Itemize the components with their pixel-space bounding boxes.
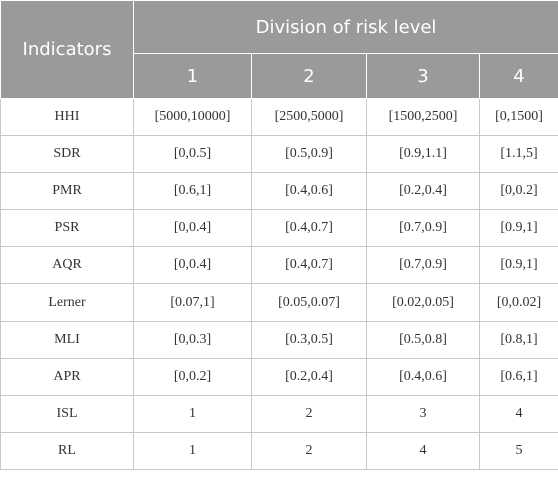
level-header-3: 3 bbox=[366, 53, 480, 99]
level-cell: 3 bbox=[366, 394, 480, 433]
table-row: AQR [0,0.4] [0.4,0.7] [0.7,0.9] [0.9,1] bbox=[0, 246, 558, 285]
level-cell: [0,0.3] bbox=[133, 320, 252, 359]
level-cell: [0,0.02] bbox=[478, 283, 558, 322]
level-cell: 5 bbox=[478, 431, 558, 470]
indicator-name: APR bbox=[0, 357, 134, 396]
level-cell: [0.4,0.7] bbox=[251, 246, 367, 285]
table-row: APR [0,0.2] [0.2,0.4] [0.4,0.6] [0.6,1] bbox=[0, 357, 558, 396]
indicator-name: SDR bbox=[0, 135, 134, 174]
table-row: PSR [0,0.4] [0.4,0.7] [0.7,0.9] [0.9,1] bbox=[0, 209, 558, 248]
indicator-name: MLI bbox=[0, 320, 134, 359]
indicator-name: ISL bbox=[0, 394, 134, 433]
level-cell: [0.7,0.9] bbox=[366, 246, 480, 285]
level-cell: 4 bbox=[366, 431, 480, 470]
level-cell: 1 bbox=[133, 431, 252, 470]
table-row: MLI [0,0.3] [0.3,0.5] [0.5,0.8] [0.8,1] bbox=[0, 320, 558, 359]
level-cell: [0.4,0.7] bbox=[251, 209, 367, 248]
level-cell: [2500,5000] bbox=[251, 97, 367, 137]
level-cell: [5000,10000] bbox=[133, 97, 252, 137]
level-cell: [0,0.2] bbox=[133, 357, 252, 396]
level-cell: [0.9,1] bbox=[478, 209, 558, 248]
level-header-4: 4 bbox=[478, 53, 558, 99]
level-cell: 2 bbox=[251, 431, 367, 470]
level-cell: [0.2,0.4] bbox=[251, 357, 367, 396]
level-cell: [0.6,1] bbox=[133, 172, 252, 211]
level-cell: [0.3,0.5] bbox=[251, 320, 367, 359]
level-cell: 4 bbox=[478, 394, 558, 433]
level-cell: [0.5,0.9] bbox=[251, 135, 367, 174]
table-header: Indicators Division of risk level 1 2 3 … bbox=[0, 0, 558, 99]
level-header-1: 1 bbox=[133, 53, 252, 99]
level-cell: [0.8,1] bbox=[478, 320, 558, 359]
level-cell: [0.4,0.6] bbox=[251, 172, 367, 211]
level-cell: [0.9,1] bbox=[478, 246, 558, 285]
level-cell: [0,0.4] bbox=[133, 246, 252, 285]
level-cell: [0,0.2] bbox=[478, 172, 558, 211]
division-header: Division of risk level bbox=[132, 0, 558, 54]
table-row: Lerner [0.07,1] [0.05,0.07] [0.02,0.05] … bbox=[0, 283, 558, 322]
level-cell: [0.6,1] bbox=[478, 357, 558, 396]
level-cell: [0.7,0.9] bbox=[366, 209, 480, 248]
level-cell: [0,1500] bbox=[478, 97, 558, 137]
risk-level-table: Indicators Division of risk level 1 2 3 … bbox=[0, 0, 558, 470]
table-row: ISL 1 2 3 4 bbox=[0, 394, 558, 433]
level-cell: [0.4,0.6] bbox=[366, 357, 480, 396]
level-cell: [1500,2500] bbox=[366, 97, 480, 137]
level-cell: 1 bbox=[133, 394, 252, 433]
indicator-name: AQR bbox=[0, 246, 134, 285]
level-cell: [1.1,5] bbox=[478, 135, 558, 174]
level-cell: [0.05,0.07] bbox=[251, 283, 367, 322]
indicator-name: RL bbox=[0, 431, 134, 470]
indicator-name: PSR bbox=[0, 209, 134, 248]
level-cell: 2 bbox=[251, 394, 367, 433]
indicator-name: PMR bbox=[0, 172, 134, 211]
level-cell: [0.2,0.4] bbox=[366, 172, 480, 211]
level-cell: [0.02,0.05] bbox=[366, 283, 480, 322]
table-body: HHI [5000,10000] [2500,5000] [1500,2500]… bbox=[0, 97, 558, 470]
level-header-2: 2 bbox=[251, 53, 367, 99]
level-cell: [0.07,1] bbox=[133, 283, 252, 322]
indicator-name: Lerner bbox=[0, 283, 134, 322]
table-row: PMR [0.6,1] [0.4,0.6] [0.2,0.4] [0,0.2] bbox=[0, 172, 558, 211]
header-row-levels: 1 2 3 4 bbox=[1, 53, 558, 99]
level-cell: [0,0.4] bbox=[133, 209, 252, 248]
table-row: RL 1 2 4 5 bbox=[0, 431, 558, 470]
table-row: SDR [0,0.5] [0.5,0.9] [0.9,1.1] [1.1,5] bbox=[0, 135, 558, 174]
level-cell: [0.9,1.1] bbox=[366, 135, 480, 174]
header-row-main: Indicators Division of risk level bbox=[0, 0, 558, 99]
indicator-name: HHI bbox=[0, 97, 134, 137]
level-cell: [0,0.5] bbox=[133, 135, 252, 174]
level-cell: [0.5,0.8] bbox=[366, 320, 480, 359]
indicators-header: Indicators bbox=[0, 0, 134, 99]
table-row: HHI [5000,10000] [2500,5000] [1500,2500]… bbox=[0, 97, 558, 137]
